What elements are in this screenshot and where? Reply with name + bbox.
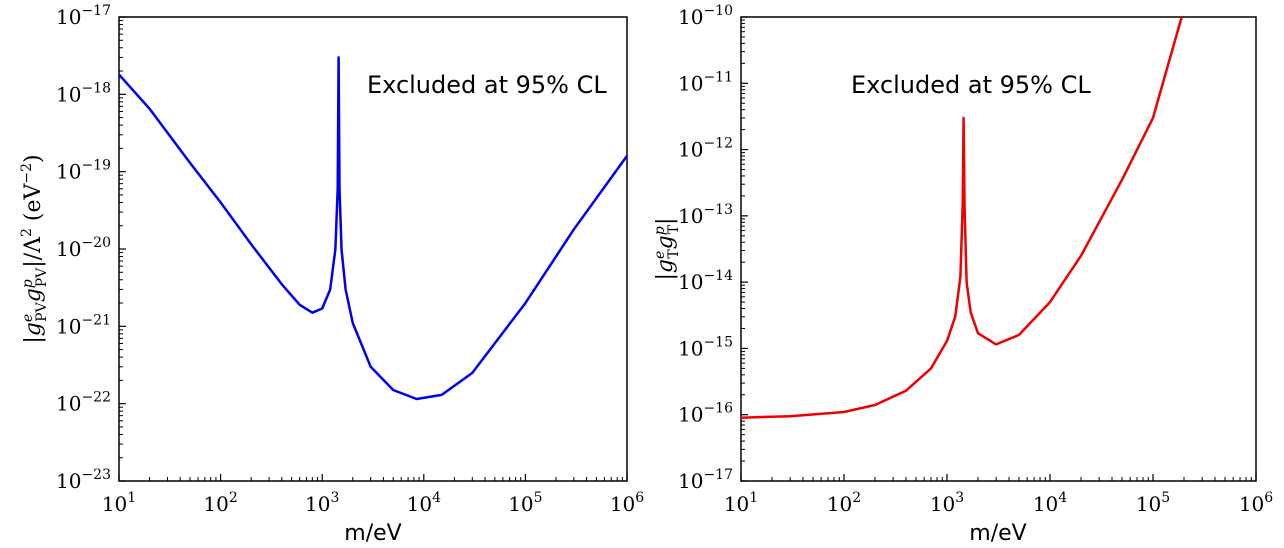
left-y-tick-label: 10−22 bbox=[56, 390, 111, 416]
left-y-tick-label: 10−18 bbox=[56, 80, 111, 106]
right-x-ticks: 101 102 103 104 105 106 bbox=[724, 474, 1273, 516]
right-x-tick-label: 103 bbox=[930, 490, 964, 516]
right-y-tick-label: 10−15 bbox=[678, 334, 733, 360]
right-plot-frame bbox=[740, 16, 1257, 482]
right-y-tick-label: 10−16 bbox=[678, 401, 733, 427]
left-x-ticks: 101 102 103 104 105 106 bbox=[102, 474, 644, 516]
left-y-tick-label: 10−23 bbox=[56, 467, 111, 493]
left-annotation: Excluded at 95% CL bbox=[367, 71, 607, 99]
right-y-tick-label: 10−10 bbox=[678, 3, 733, 29]
right-x-tick-label: 104 bbox=[1033, 490, 1067, 516]
left-y-axis-label: |gePVgpPV|/Λ2 (eV−2) bbox=[19, 154, 50, 343]
left-x-tick-label: 102 bbox=[203, 490, 237, 516]
right-x-tick-label: 106 bbox=[1239, 490, 1273, 516]
right-x-tick-label: 102 bbox=[827, 490, 861, 516]
right-series bbox=[740, 16, 1183, 419]
left-chart: 101 102 103 104 105 106 10−2310−2210−2110−201… bbox=[19, 3, 644, 546]
right-x-tick-label: 105 bbox=[1136, 490, 1170, 516]
left-y-tick-label: 10−20 bbox=[56, 235, 111, 261]
right-y-tick-label: 10−13 bbox=[678, 202, 733, 228]
left-x-tick-label: 103 bbox=[305, 490, 339, 516]
right-x-axis-label: m/eV bbox=[969, 521, 1026, 546]
right-y-tick-label: 10−11 bbox=[678, 69, 733, 95]
right-y-tick-label: 10−17 bbox=[678, 467, 733, 493]
right-chart: 101 102 103 104 105 106 10−1710−1610−1510−141… bbox=[652, 3, 1273, 546]
left-x-tick-label: 101 bbox=[102, 490, 136, 516]
right-series-line bbox=[740, 16, 1183, 419]
right-y-tick-label: 10−14 bbox=[678, 268, 733, 294]
left-y-tick-label: 10−19 bbox=[56, 158, 111, 184]
right-annotation: Excluded at 95% CL bbox=[851, 71, 1091, 99]
right-x-tick-label: 101 bbox=[724, 490, 758, 516]
right-y-tick-label: 10−12 bbox=[678, 136, 733, 162]
left-y-ticks: 10−23 10−22 10−21 10−20 10−19 10−18 10−17 bbox=[56, 3, 126, 493]
left-series-line bbox=[118, 56, 629, 401]
left-x-tick-label: 105 bbox=[508, 490, 542, 516]
left-y-tick-label: 10−21 bbox=[56, 312, 111, 338]
right-y-ticks: 10−17 10−16 10−15 10−14 10−13 10−12 10−11 10−10 bbox=[678, 3, 748, 493]
left-x-tick-label: 106 bbox=[610, 490, 644, 516]
right-y-axis-label: |geTgpT| bbox=[652, 218, 682, 281]
left-x-axis-label: m/eV bbox=[344, 521, 401, 546]
left-x-tick-label: 104 bbox=[407, 490, 441, 516]
left-y-tick-label: 10−17 bbox=[56, 3, 111, 29]
left-series bbox=[118, 56, 629, 401]
